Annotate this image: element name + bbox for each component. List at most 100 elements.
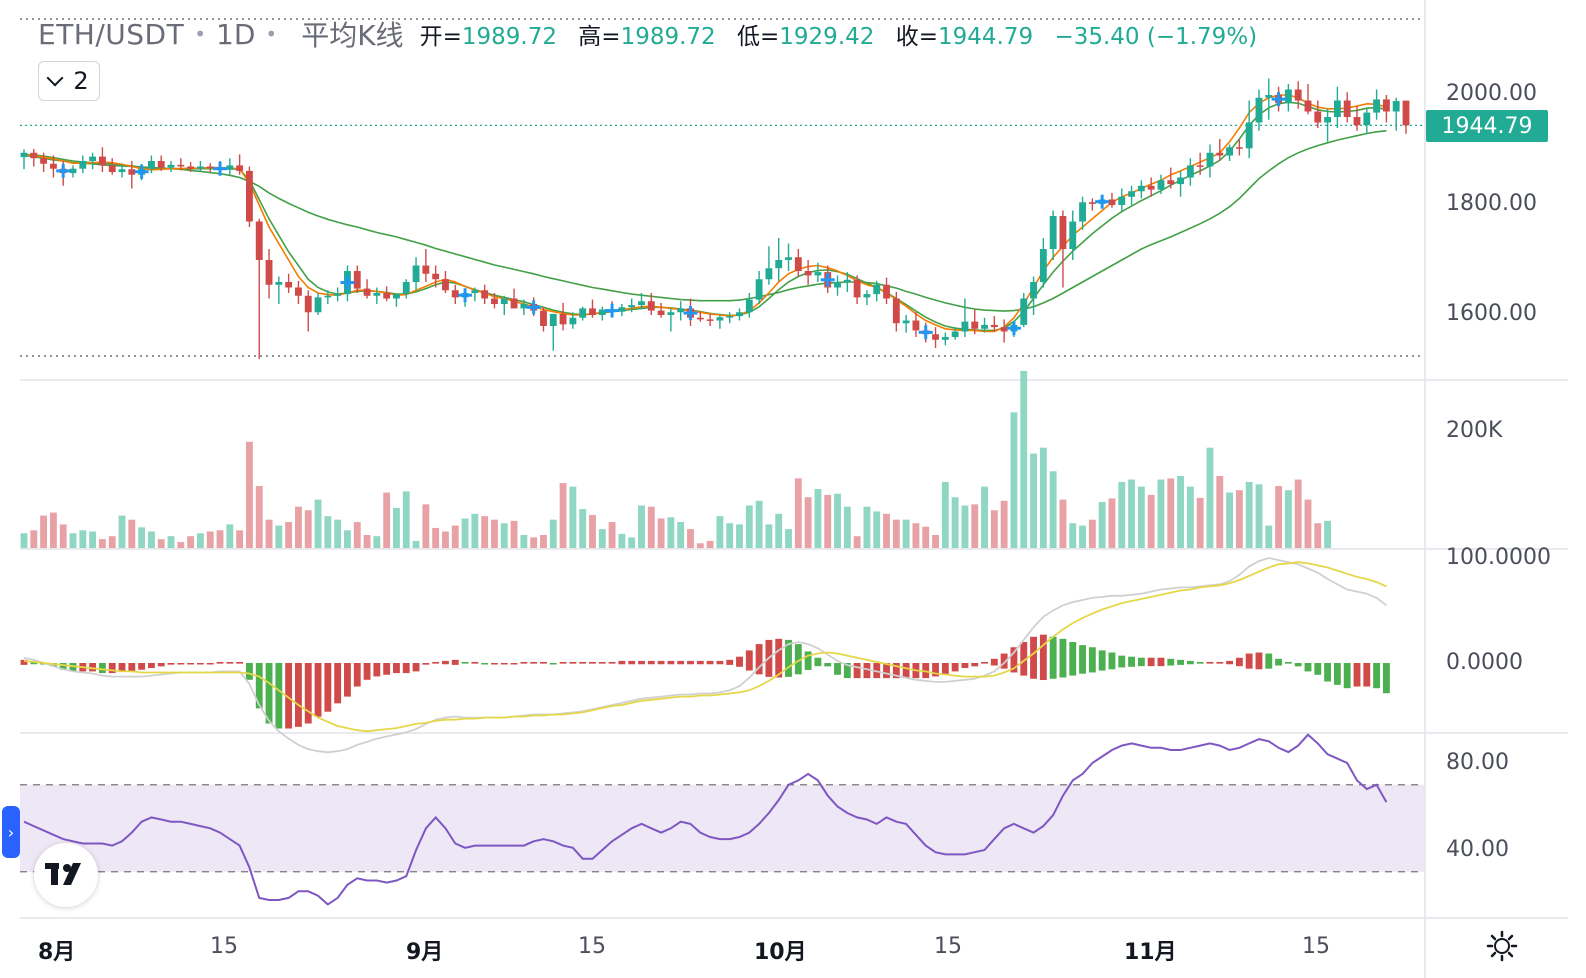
last-price-tag: 1944.79 — [1426, 110, 1548, 142]
candle-body — [981, 324, 988, 329]
volume-bar — [834, 493, 841, 548]
candle-body — [1324, 117, 1332, 123]
candle-body — [667, 312, 675, 315]
macd-histogram-bar — [961, 663, 969, 669]
macd-histogram-bar — [451, 659, 459, 665]
volume-bar — [69, 533, 77, 548]
candle-body — [932, 334, 939, 340]
high-value: 1989.72 — [620, 24, 716, 50]
candle-body — [775, 260, 783, 269]
volume-bar — [1098, 501, 1106, 548]
x-axis-label: 9月 — [406, 940, 444, 965]
volume-bar — [647, 506, 655, 548]
volume-bar — [608, 522, 616, 548]
macd-histogram-bar — [1039, 634, 1047, 681]
candle-body — [1157, 180, 1165, 190]
volume-bar — [589, 514, 596, 548]
candle-body — [657, 310, 665, 315]
macd-axis-label: 0.0000 — [1446, 650, 1523, 675]
candle-body — [990, 324, 998, 328]
volume-bar — [20, 533, 28, 548]
volume-bar — [304, 510, 312, 548]
volume-bar — [706, 540, 714, 548]
candle-body — [971, 321, 979, 329]
candle-body — [863, 294, 871, 298]
candle-body — [706, 319, 714, 321]
macd-histogram-bar — [196, 663, 204, 665]
side-panel-toggle[interactable]: › — [2, 806, 20, 858]
volume-bar — [510, 520, 518, 548]
candle-body — [755, 279, 763, 300]
macd-histogram-bar — [481, 663, 489, 665]
macd-histogram-bar — [657, 660, 665, 665]
volume-bar — [167, 536, 175, 548]
macd-histogram-bar — [108, 663, 116, 674]
indicator-collapse-button[interactable]: 2 — [38, 61, 100, 101]
candle-body — [1206, 152, 1214, 167]
macd-histogram-bar — [1235, 657, 1243, 667]
volume-bar — [393, 507, 400, 548]
volume-bar — [628, 537, 636, 548]
candle-body — [579, 308, 587, 318]
volume-bar — [265, 519, 273, 548]
macd-histogram-bar — [1137, 657, 1145, 667]
macd-histogram-bar — [745, 650, 753, 671]
macd-histogram-bar — [1216, 661, 1224, 664]
macd-histogram-bar — [304, 663, 312, 724]
candle-body — [314, 297, 322, 313]
settings-gear-icon[interactable] — [1486, 930, 1518, 962]
macd-dif-line — [23, 557, 1387, 754]
candle-body — [147, 161, 155, 169]
separator-dot: • — [265, 22, 278, 46]
candle-body — [40, 158, 48, 164]
candle-body — [1108, 199, 1116, 205]
tradingview-logo-icon[interactable] — [34, 843, 98, 907]
macd-histogram-bar — [167, 663, 175, 665]
macd-histogram-bar — [353, 663, 361, 687]
macd-histogram-bar — [422, 663, 430, 665]
macd-histogram-bar — [647, 660, 655, 665]
volume-bar — [981, 486, 988, 548]
candle-body — [912, 320, 920, 331]
macd-histogram-bar — [314, 663, 322, 717]
macd-histogram-bar — [1128, 656, 1135, 667]
candle-body — [236, 165, 244, 171]
volume-bar — [1157, 479, 1165, 548]
candle-body — [510, 298, 518, 309]
x-axis-label: 15 — [1302, 934, 1330, 959]
macd-histogram-bar — [520, 661, 528, 664]
macd-histogram-bar — [1010, 647, 1018, 673]
volume-bar — [422, 504, 430, 548]
candle-body — [1314, 111, 1322, 123]
volume-bar — [59, 524, 67, 548]
volume-bar — [40, 515, 48, 548]
candle-body — [549, 313, 557, 326]
symbol-label[interactable]: ETH/USDT — [38, 17, 185, 51]
volume-bar — [295, 506, 302, 548]
candle-body — [89, 156, 97, 161]
separator-dot: • — [194, 22, 207, 46]
macd-histogram-bar — [1069, 642, 1077, 676]
candle-body — [902, 320, 910, 324]
volume-bar — [471, 513, 479, 548]
macd-histogram-bar — [1196, 661, 1204, 664]
volume-bar — [49, 512, 57, 548]
candle-body — [677, 308, 685, 313]
candle-body — [69, 168, 77, 174]
candle-body — [1392, 101, 1400, 112]
chart-type-label[interactable]: 平均K线 — [301, 19, 404, 52]
volume-bar — [549, 519, 557, 548]
macd-histogram-bar — [824, 663, 832, 667]
candle-body — [1284, 89, 1292, 104]
timeframe-label[interactable]: 1D — [216, 17, 256, 51]
ohlc-readout: 开=1989.72 高=1989.72 低=1929.42 收=1944.79 … — [420, 17, 1272, 51]
candle-body — [951, 331, 959, 337]
candle-body — [726, 316, 734, 318]
macd-histogram-bar — [69, 663, 77, 672]
candle-body — [1235, 147, 1243, 149]
volume-bar — [736, 524, 743, 548]
volume-bar — [451, 525, 459, 548]
candle-body — [481, 290, 489, 299]
candle-body — [892, 298, 900, 324]
volume-bar — [157, 539, 165, 548]
